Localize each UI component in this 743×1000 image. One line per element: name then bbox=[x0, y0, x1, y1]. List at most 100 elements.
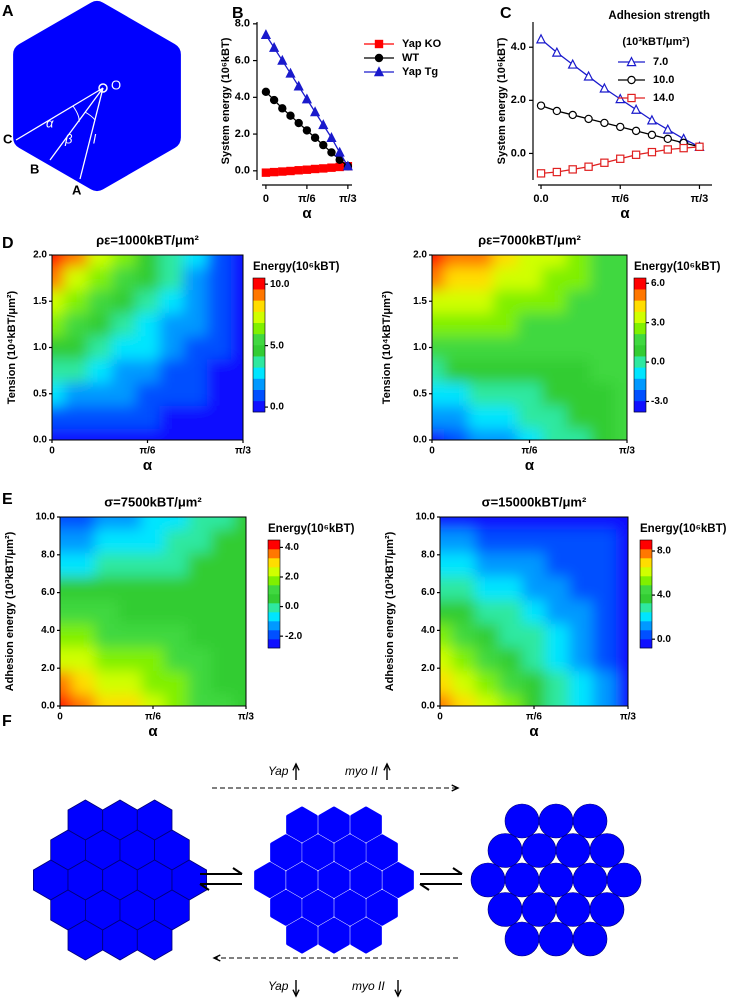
contour-cell bbox=[444, 359, 470, 383]
contour-cell bbox=[187, 576, 212, 601]
contour-cell bbox=[52, 382, 65, 406]
contour-cell bbox=[141, 576, 166, 601]
contour-cell bbox=[492, 428, 518, 440]
marker bbox=[616, 122, 625, 132]
contour-cell bbox=[444, 289, 470, 314]
contour-cell bbox=[135, 255, 160, 268]
marker bbox=[584, 114, 593, 124]
x-axis-label: α bbox=[529, 723, 539, 740]
contour-cell bbox=[569, 517, 594, 530]
contour-cell bbox=[566, 255, 591, 268]
contour-cell bbox=[60, 694, 73, 706]
y-axis-label: Adhesion energy (10³kBT/μm²) bbox=[384, 531, 396, 691]
x-tick-label: π/3 bbox=[238, 712, 254, 723]
contour-cell bbox=[135, 382, 160, 406]
contour-cell bbox=[207, 428, 232, 440]
round-cell bbox=[572, 862, 608, 898]
contour-cell bbox=[592, 552, 617, 577]
contour-cell bbox=[590, 312, 616, 337]
rounded-cell bbox=[350, 917, 382, 954]
contour-cell bbox=[566, 405, 591, 429]
contour-cell bbox=[475, 576, 500, 601]
y-axis-label: Tension (10⁴kBT/μm²) bbox=[381, 290, 393, 404]
colorbar-tick-label: 8.0 bbox=[657, 546, 671, 557]
x-axis-label: α bbox=[525, 457, 535, 474]
contour-cell bbox=[451, 623, 476, 648]
round-cell bbox=[504, 862, 540, 898]
marker bbox=[342, 160, 353, 171]
contour-cell bbox=[475, 552, 500, 577]
contour-cell bbox=[52, 312, 65, 337]
colorbar-tick-label: 0.0 bbox=[651, 357, 665, 368]
y-axis-label: System energy (10⁶kBT) bbox=[496, 37, 508, 164]
contour-cell bbox=[231, 382, 243, 406]
rounded-cell bbox=[350, 806, 382, 843]
contour-cell bbox=[183, 266, 208, 291]
contour-cell bbox=[94, 646, 119, 672]
contour-cell bbox=[545, 623, 570, 648]
contour-cell bbox=[590, 335, 616, 360]
y-tick-label: 0.0 bbox=[33, 435, 47, 446]
cell-diagram: O C B A α β l bbox=[3, 1, 181, 197]
contour-cell bbox=[522, 623, 547, 648]
contour-cell bbox=[60, 552, 73, 577]
angle-label: l bbox=[93, 131, 97, 146]
colorbar-tick-label: 0.0 bbox=[270, 402, 284, 413]
contour-cell bbox=[440, 552, 453, 577]
x-tick-label: π/3 bbox=[235, 446, 251, 457]
contour-cell bbox=[183, 359, 208, 383]
colorbar-band bbox=[640, 621, 652, 631]
contour-cell bbox=[569, 552, 594, 577]
y-axis-label: System energy (10⁶kBT) bbox=[220, 37, 232, 164]
contour-cell bbox=[94, 517, 119, 530]
contour-area bbox=[52, 255, 243, 440]
colorbar-band bbox=[634, 278, 646, 290]
x-tick-label: 0 bbox=[57, 712, 63, 723]
contour-cell bbox=[517, 382, 543, 406]
contour-cell bbox=[207, 405, 232, 429]
contour-cell bbox=[498, 646, 523, 672]
contour-cell bbox=[94, 599, 119, 624]
contour-cell bbox=[135, 405, 160, 429]
legend-marker bbox=[626, 56, 637, 67]
contour-cell bbox=[569, 576, 594, 601]
contour-cell bbox=[111, 428, 137, 440]
contour-cell bbox=[164, 694, 189, 706]
legend-label: 7.0 bbox=[653, 56, 668, 68]
x-tick-label: π/6 bbox=[526, 712, 542, 723]
contour-cell bbox=[52, 289, 65, 314]
gene-label: Yap bbox=[268, 764, 289, 778]
contour-cell bbox=[71, 599, 96, 624]
contour-cell bbox=[545, 552, 570, 577]
rounded-cell bbox=[382, 862, 414, 898]
x-tick-label: 0 bbox=[429, 446, 435, 457]
contour-cell bbox=[60, 576, 73, 601]
rounded-cell bbox=[302, 834, 334, 871]
contour-cell bbox=[566, 335, 591, 360]
contour-cell bbox=[187, 670, 212, 695]
chart-title: ρε=7000kBT/μm² bbox=[478, 232, 581, 247]
contour-cell bbox=[566, 312, 591, 337]
colorbar-band bbox=[634, 378, 646, 390]
round-cell bbox=[589, 892, 625, 927]
rounded-cell bbox=[270, 834, 302, 871]
x-tick-label: π/6 bbox=[611, 193, 629, 205]
contour-cell bbox=[541, 382, 567, 406]
contour-cell bbox=[492, 255, 518, 268]
round-cell bbox=[504, 921, 540, 957]
contour-cell bbox=[590, 382, 616, 406]
contour-cell bbox=[71, 528, 96, 553]
contour-cell bbox=[569, 528, 594, 553]
contour-cell bbox=[475, 694, 500, 706]
contour-cell bbox=[234, 552, 246, 577]
contour-cell bbox=[522, 694, 547, 706]
panel-label: D bbox=[2, 235, 14, 252]
colorbar-tick-label: 0.0 bbox=[285, 601, 299, 612]
round-cell bbox=[538, 862, 574, 898]
contour-cell bbox=[616, 694, 628, 706]
contour-cell bbox=[118, 517, 142, 530]
marker bbox=[285, 67, 296, 78]
contour-cell bbox=[566, 289, 591, 314]
contour-cell bbox=[135, 428, 160, 440]
y-tick-label: 6.0 bbox=[235, 54, 250, 66]
